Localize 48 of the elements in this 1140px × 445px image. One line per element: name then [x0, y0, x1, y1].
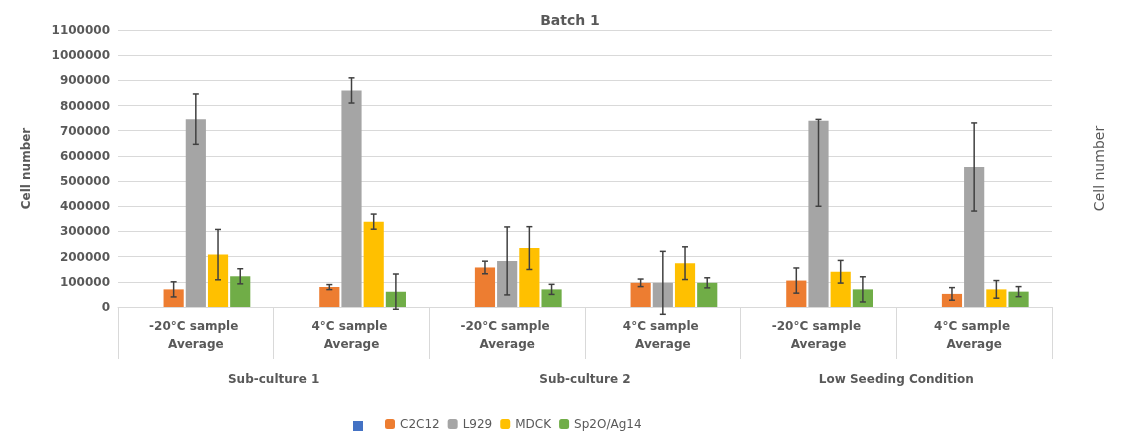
- bar: [363, 221, 384, 307]
- bar: [541, 289, 562, 307]
- y-tick-label: 1100000: [51, 23, 110, 37]
- legend-label: Sp2O/Ag14: [574, 417, 642, 431]
- bar: [497, 260, 518, 307]
- x-tick-label: -20°C sample Average: [771, 319, 866, 351]
- y-tick-label: 800000: [59, 98, 110, 113]
- bar: [207, 254, 229, 307]
- bar: [674, 263, 696, 307]
- x-tick-label: 4°C sample Average: [622, 319, 703, 351]
- x-tick-label: 4°C sample Average: [311, 319, 392, 351]
- y-tick-label: 700000: [59, 123, 110, 138]
- text: Sub-culture 1: [227, 372, 320, 386]
- x-tick-label: -20°C sample Average: [460, 319, 554, 351]
- bar: [808, 120, 829, 307]
- legend-label: L929: [462, 417, 493, 431]
- y-axis-title: Cell number: [1091, 125, 1107, 212]
- legend-label: C2C12: [400, 417, 440, 431]
- y-tick-label: 900000: [59, 73, 110, 88]
- y-tick-label: 0: [101, 300, 110, 314]
- y-tick-label: 300000: [59, 224, 110, 239]
- x-tick-label: -20°C sample Average: [149, 319, 243, 351]
- bar: [830, 271, 851, 307]
- chart-title: Batch 1: [540, 12, 600, 28]
- legend-label: MDCK: [515, 417, 553, 431]
- bar: [630, 282, 651, 307]
- y2-axis-title: Cell number: [19, 127, 33, 210]
- y-tick-label: 1000000: [51, 48, 110, 63]
- bar: [697, 282, 718, 307]
- y-tick-label: 200000: [59, 249, 110, 264]
- y-tick-label: 600000: [59, 148, 110, 163]
- y-tick-label: 500000: [59, 174, 110, 189]
- bar: [341, 90, 362, 307]
- x-tick-label: 4°C sample Average: [934, 319, 1015, 351]
- bar: [230, 276, 251, 307]
- text: Sub-culture 2: [539, 372, 631, 386]
- bar: [986, 289, 1007, 307]
- bar: [185, 119, 206, 307]
- bar: [319, 287, 340, 307]
- bar: [519, 248, 540, 307]
- bar: [964, 166, 985, 307]
- bar: [474, 267, 496, 307]
- bar: [163, 289, 184, 307]
- y-tick-label: 100000: [59, 274, 110, 289]
- bar: [1008, 291, 1029, 307]
- bar: [786, 280, 807, 307]
- y-tick-label: 400000: [59, 199, 110, 214]
- text: Low Seeding Condition: [818, 372, 974, 386]
